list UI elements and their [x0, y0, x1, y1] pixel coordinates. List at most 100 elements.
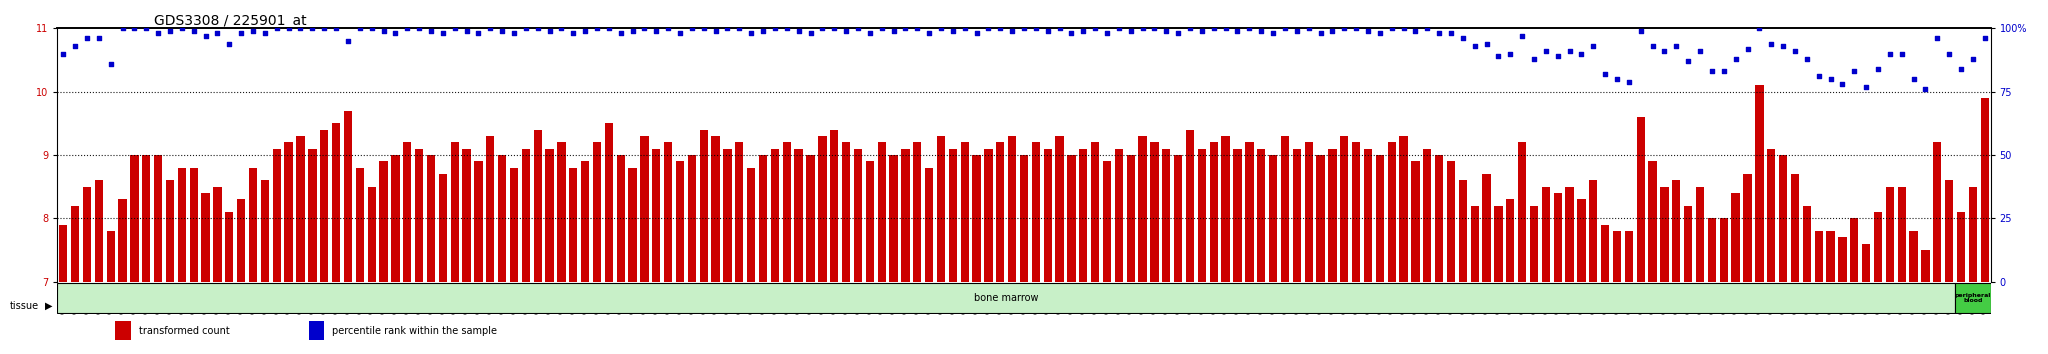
Bar	[1720, 218, 1729, 282]
Point	[1233, 25, 1266, 31]
Point	[1139, 25, 1171, 31]
Bar	[115, 321, 131, 341]
Point	[1708, 69, 1741, 74]
Point	[463, 30, 496, 36]
Bar	[1104, 161, 1112, 282]
Point	[1079, 25, 1112, 31]
Point	[1755, 41, 1788, 46]
Bar	[344, 111, 352, 282]
Point	[1055, 30, 1087, 36]
Point	[522, 25, 555, 31]
Bar	[901, 149, 909, 282]
Point	[154, 28, 186, 34]
Bar	[735, 142, 743, 282]
Bar	[1446, 161, 1456, 282]
Bar	[995, 142, 1004, 282]
Point	[106, 25, 139, 31]
Text: percentile rank within the sample: percentile rank within the sample	[332, 326, 498, 336]
Point	[676, 25, 709, 31]
Bar	[1827, 231, 1835, 282]
Bar	[1044, 149, 1053, 282]
Point	[1946, 66, 1978, 72]
Bar	[1174, 155, 1182, 282]
Point	[782, 28, 815, 34]
Bar	[795, 149, 803, 282]
Bar	[1280, 136, 1288, 282]
Point	[1376, 25, 1409, 31]
Point	[260, 25, 293, 31]
Point	[1446, 36, 1479, 41]
Bar	[748, 168, 756, 282]
Point	[451, 28, 483, 34]
Point	[1339, 25, 1372, 31]
Bar	[819, 136, 827, 282]
Bar	[723, 149, 731, 282]
Bar	[82, 187, 92, 282]
Point	[877, 28, 909, 34]
Point	[1386, 25, 1419, 31]
Bar	[250, 168, 258, 282]
Bar	[1470, 206, 1479, 282]
Bar	[1802, 206, 1810, 282]
Point	[1493, 51, 1526, 57]
Bar	[154, 155, 162, 282]
Bar	[59, 225, 68, 282]
Bar	[711, 136, 719, 282]
Bar	[973, 155, 981, 282]
Point	[1305, 30, 1337, 36]
Bar	[545, 149, 553, 282]
Point	[639, 28, 672, 34]
Point	[913, 30, 946, 36]
Point	[936, 28, 969, 34]
Point	[688, 25, 721, 31]
Point	[1483, 53, 1516, 59]
Bar	[94, 181, 102, 282]
Point	[1862, 66, 1894, 72]
Bar	[1376, 155, 1384, 282]
Point	[438, 25, 471, 31]
Point	[344, 25, 377, 31]
Bar	[1151, 142, 1159, 282]
Bar	[770, 149, 778, 282]
Point	[961, 30, 993, 36]
Point	[616, 28, 649, 34]
Point	[426, 30, 459, 36]
Bar	[178, 168, 186, 282]
Point	[1933, 51, 1966, 57]
Bar	[807, 155, 815, 282]
Point	[1743, 25, 1776, 31]
Point	[1802, 74, 1835, 79]
Point	[1671, 58, 1704, 64]
Bar	[936, 136, 944, 282]
Point	[1327, 25, 1360, 31]
Point	[1198, 25, 1231, 31]
Point	[414, 28, 446, 34]
Bar	[1317, 155, 1325, 282]
Point	[1042, 25, 1075, 31]
Point	[1968, 36, 2001, 41]
Bar	[285, 142, 293, 282]
Point	[1208, 25, 1241, 31]
Bar	[1661, 187, 1669, 282]
Point	[973, 25, 1006, 31]
Bar	[1780, 155, 1788, 282]
Bar	[309, 321, 324, 341]
Point	[367, 28, 399, 34]
Text: peripheral
blood: peripheral blood	[1954, 293, 1991, 303]
Point	[629, 25, 662, 31]
Bar	[1257, 149, 1266, 282]
Bar	[1542, 187, 1550, 282]
Point	[866, 25, 899, 31]
Bar	[451, 142, 459, 282]
Bar	[403, 142, 412, 282]
Bar	[485, 136, 494, 282]
Bar	[72, 206, 80, 282]
Point	[1102, 25, 1135, 31]
Bar	[1636, 117, 1645, 282]
Bar	[166, 181, 174, 282]
Text: bone marrow: bone marrow	[975, 293, 1038, 303]
Point	[485, 28, 518, 34]
Bar	[889, 155, 897, 282]
Point	[1470, 41, 1503, 46]
Point	[1552, 48, 1585, 54]
